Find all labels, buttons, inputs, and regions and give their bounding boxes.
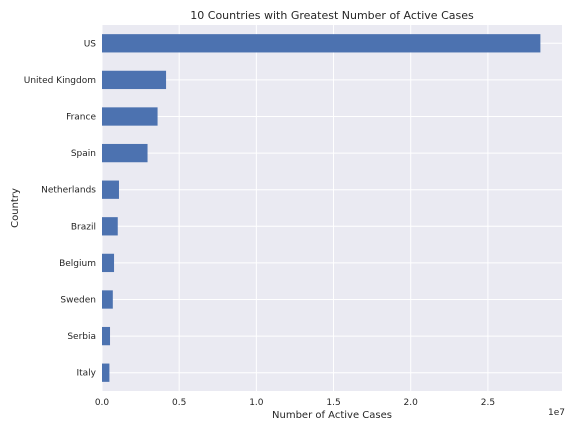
bar-united-kingdom	[102, 70, 167, 90]
bar-france	[102, 107, 158, 126]
bar-sweden	[102, 290, 113, 309]
x-tick-label: 1.0	[249, 398, 264, 408]
bar-belgium	[102, 253, 115, 273]
y-tick-label: France	[66, 113, 96, 123]
y-tick-label: Netherlands	[41, 186, 96, 196]
grid-layer	[101, 25, 562, 391]
bar-spain	[102, 143, 148, 163]
plot-background	[102, 25, 562, 391]
bar-us	[102, 34, 541, 53]
y-tick-label: Sweden	[60, 296, 96, 306]
x-tick-label: 2.5	[481, 398, 495, 408]
x-tick-labels: 0.0 0.5 1.0 1.5 2.0 2.5	[95, 398, 495, 408]
x-tick-label: 2.0	[404, 398, 419, 408]
bar-serbia	[102, 326, 111, 346]
x-axis-offset-label: 1e7	[548, 408, 565, 418]
y-tick-label: US	[84, 39, 97, 49]
y-tick-label: Brazil	[71, 222, 96, 232]
y-tick-labels: US United Kingdom France Spain Netherlands Br…	[24, 39, 97, 378]
x-tick-label: 0.5	[172, 398, 186, 408]
bar-brazil	[102, 217, 118, 236]
chart-title: 10 Countries with Greatest Number of Act…	[190, 9, 474, 22]
bar-netherlands	[102, 180, 119, 199]
y-tick-label: Spain	[71, 149, 96, 159]
x-tick-label: 0.0	[95, 398, 110, 408]
bar-italy	[102, 363, 110, 382]
bars-layer	[102, 34, 541, 382]
y-axis-label: Country	[10, 188, 21, 228]
y-tick-label: Serbia	[67, 332, 96, 342]
y-tick-label: United Kingdom	[24, 76, 96, 86]
y-tick-label: Belgium	[59, 259, 96, 269]
y-tick-label: Italy	[76, 369, 96, 379]
x-axis-label: Number of Active Cases	[272, 410, 392, 421]
x-tick-label: 1.5	[326, 398, 340, 408]
